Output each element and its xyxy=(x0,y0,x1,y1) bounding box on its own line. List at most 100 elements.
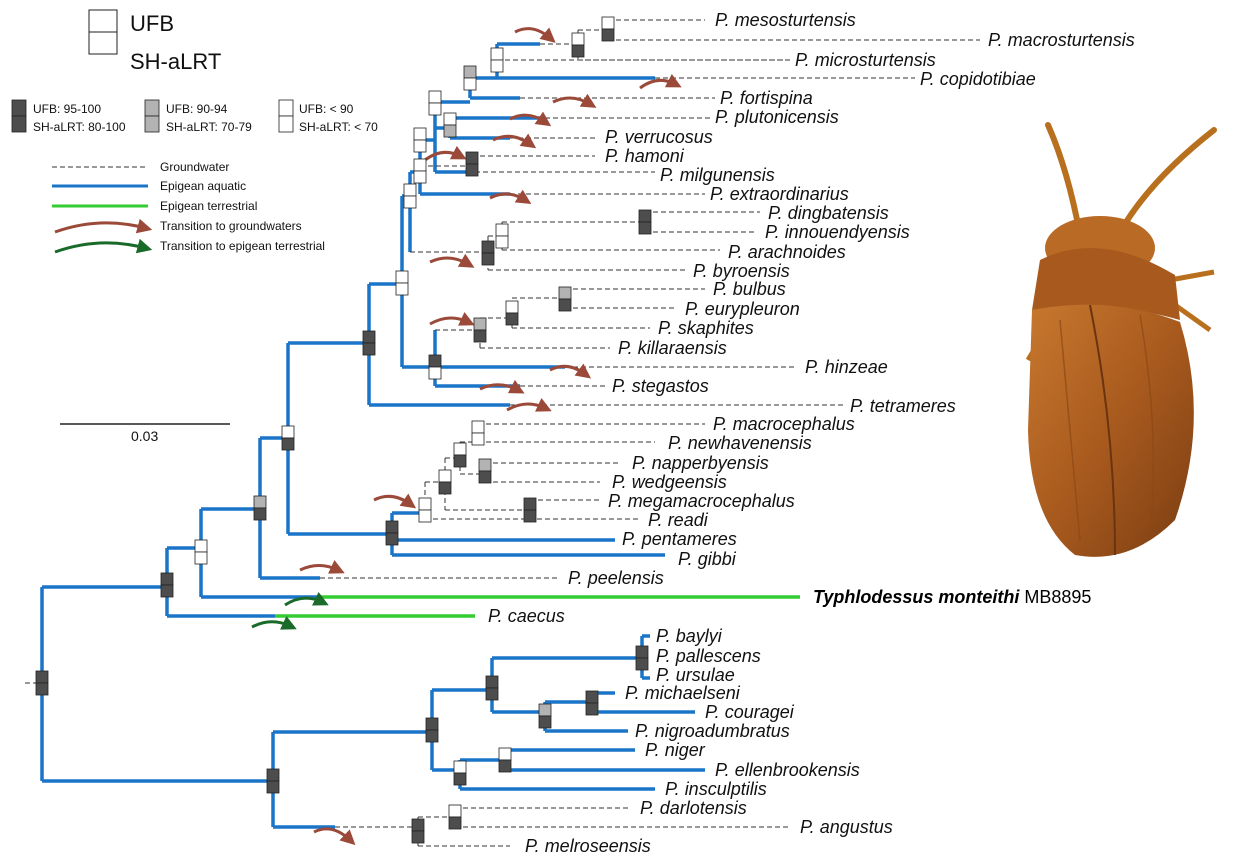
support-node xyxy=(281,425,295,451)
tip-label-macrosturtensis: P. macrosturtensis xyxy=(988,30,1135,50)
tip-label-baylyi: P. baylyi xyxy=(656,626,723,646)
support-node xyxy=(438,469,452,495)
tip-label-killaraensis: P. killaraensis xyxy=(618,338,727,358)
tip-label-darlotensis: P. darlotensis xyxy=(640,798,747,818)
support-node xyxy=(635,645,649,671)
legend-epigean-terrestrial: Epigean terrestrial xyxy=(160,199,257,213)
support-node xyxy=(448,804,462,830)
support-node xyxy=(485,675,499,701)
legend-class3-ufb: UFB: < 90 xyxy=(299,102,354,116)
transition-groundwater-arrow xyxy=(506,398,552,412)
tip-label-innouendyensis: P. innouendyensis xyxy=(765,222,910,242)
tip-label-nigroadumbratus: P. nigroadumbratus xyxy=(635,721,790,741)
support-node xyxy=(558,286,572,312)
support-node xyxy=(428,354,442,380)
tip-label-ursulae: P. ursulae xyxy=(656,665,735,685)
support-node xyxy=(253,495,267,521)
support-node xyxy=(266,768,280,794)
support-node xyxy=(601,16,615,42)
legend-transition-groundwaters: Transition to groundwaters xyxy=(160,219,302,233)
legend-groundwater: Groundwater xyxy=(160,160,229,174)
support-node xyxy=(453,442,467,468)
legend-class1-ufb: UFB: 95-100 xyxy=(33,102,101,116)
legend-ufb-label: UFB xyxy=(130,11,174,36)
transition-groundwater-arrow xyxy=(492,133,537,149)
transition-groundwater-arrow xyxy=(489,189,532,204)
legend-epigean-aquatic: Epigean aquatic xyxy=(160,179,246,193)
tip-label-mesosturtensis: P. mesosturtensis xyxy=(715,10,856,30)
legend-support-key: UFB SH-aLRT xyxy=(88,9,221,74)
support-node xyxy=(538,703,552,729)
tip-label-extraordinarius: P. extraordinarius xyxy=(710,184,849,204)
support-node xyxy=(411,818,425,844)
support-node xyxy=(473,317,487,343)
tip-label-arachnoides: P. arachnoides xyxy=(728,242,846,262)
tip-label-microsturtensis: P. microsturtensis xyxy=(795,50,936,70)
tip-label-stegastos: P. stegastos xyxy=(612,376,709,396)
support-node xyxy=(428,90,442,116)
support-node xyxy=(362,330,376,356)
support-node xyxy=(418,497,432,523)
tip-label-eurypleuron: P. eurypleuron xyxy=(685,299,800,319)
tip-label-peelensis: P. peelensis xyxy=(568,568,664,588)
tip-label-pallescens: P. pallescens xyxy=(656,646,761,666)
support-node xyxy=(425,717,439,743)
support-node xyxy=(465,151,479,177)
transition-terrestrial-arrow xyxy=(251,616,297,630)
tip-label-macrocephalus: P. macrocephalus xyxy=(713,414,855,434)
tip-label-niger: P. niger xyxy=(645,740,706,760)
support-node xyxy=(498,747,512,773)
support-node xyxy=(194,539,208,565)
transition-groundwater-arrow xyxy=(549,363,592,379)
support-node xyxy=(413,158,427,184)
legend-class3-shalrt: SH-aLRT: < 70 xyxy=(299,120,378,134)
transition-groundwater-arrow xyxy=(514,27,556,43)
tip-label-fortispina: P. fortispina xyxy=(720,88,813,108)
support-node xyxy=(490,47,504,73)
support-node xyxy=(395,270,409,296)
tip-label-hamoni: P. hamoni xyxy=(605,146,685,166)
tip-label-wedgeensis: P. wedgeensis xyxy=(612,472,727,492)
transition-groundwater-arrow xyxy=(552,93,597,108)
tip-label-plutonicensis: P. plutonicensis xyxy=(715,107,839,127)
tip-label-typhlodessus: Typhlodessus monteithi MB8895 xyxy=(813,587,1091,607)
support-node xyxy=(443,112,457,138)
tip-label-couragei: P. couragei xyxy=(705,702,795,722)
tip-label-copidotibiae: P. copidotibiae xyxy=(920,69,1036,89)
support-node xyxy=(403,183,417,209)
transition-groundwater-arrow xyxy=(429,312,475,326)
tip-label-tetrameres: P. tetrameres xyxy=(850,396,956,416)
transition-groundwater-arrow xyxy=(299,560,345,574)
tip-label-melroseensis: P. melroseensis xyxy=(525,836,651,856)
tip-label-insculptilis: P. insculptilis xyxy=(665,779,767,799)
support-node xyxy=(495,223,509,249)
support-node xyxy=(385,520,399,546)
support-node xyxy=(638,209,652,235)
support-node xyxy=(413,127,427,153)
legend-class1-shalrt: SH-aLRT: 80-100 xyxy=(33,120,126,134)
transition-groundwater-arrow xyxy=(424,145,467,162)
support-node xyxy=(585,690,599,716)
legend-shalrt-label: SH-aLRT xyxy=(130,49,221,74)
tip-label-newhavenensis: P. newhavenensis xyxy=(668,433,812,453)
transition-terrestrial-arrow xyxy=(284,591,329,607)
tip-label-megamacrocephalus: P. megamacrocephalus xyxy=(608,491,795,511)
support-node xyxy=(478,458,492,484)
tip-label-dingbatensis: P. dingbatensis xyxy=(768,203,889,223)
tip-label-readi: P. readi xyxy=(648,510,709,530)
transition-groundwater-arrow xyxy=(479,379,525,394)
transition-groundwater-arrow xyxy=(313,827,356,846)
tip-label-gibbi: P. gibbi xyxy=(678,549,737,569)
transition-groundwater-arrow xyxy=(429,253,475,268)
support-node xyxy=(35,670,49,696)
tip-label-byroensis: P. byroensis xyxy=(693,261,790,281)
beetle-icon xyxy=(1025,122,1217,557)
tip-label-verrucosus: P. verrucosus xyxy=(605,127,713,147)
tip-label-michaelseni: P. michaelseni xyxy=(625,683,741,703)
tip-label-skaphites: P. skaphites xyxy=(658,318,754,338)
tip-label-pentameres: P. pentameres xyxy=(622,529,737,549)
support-node xyxy=(471,420,485,446)
support-node xyxy=(160,572,174,598)
legend-class2-ufb: UFB: 90-94 xyxy=(166,102,228,116)
